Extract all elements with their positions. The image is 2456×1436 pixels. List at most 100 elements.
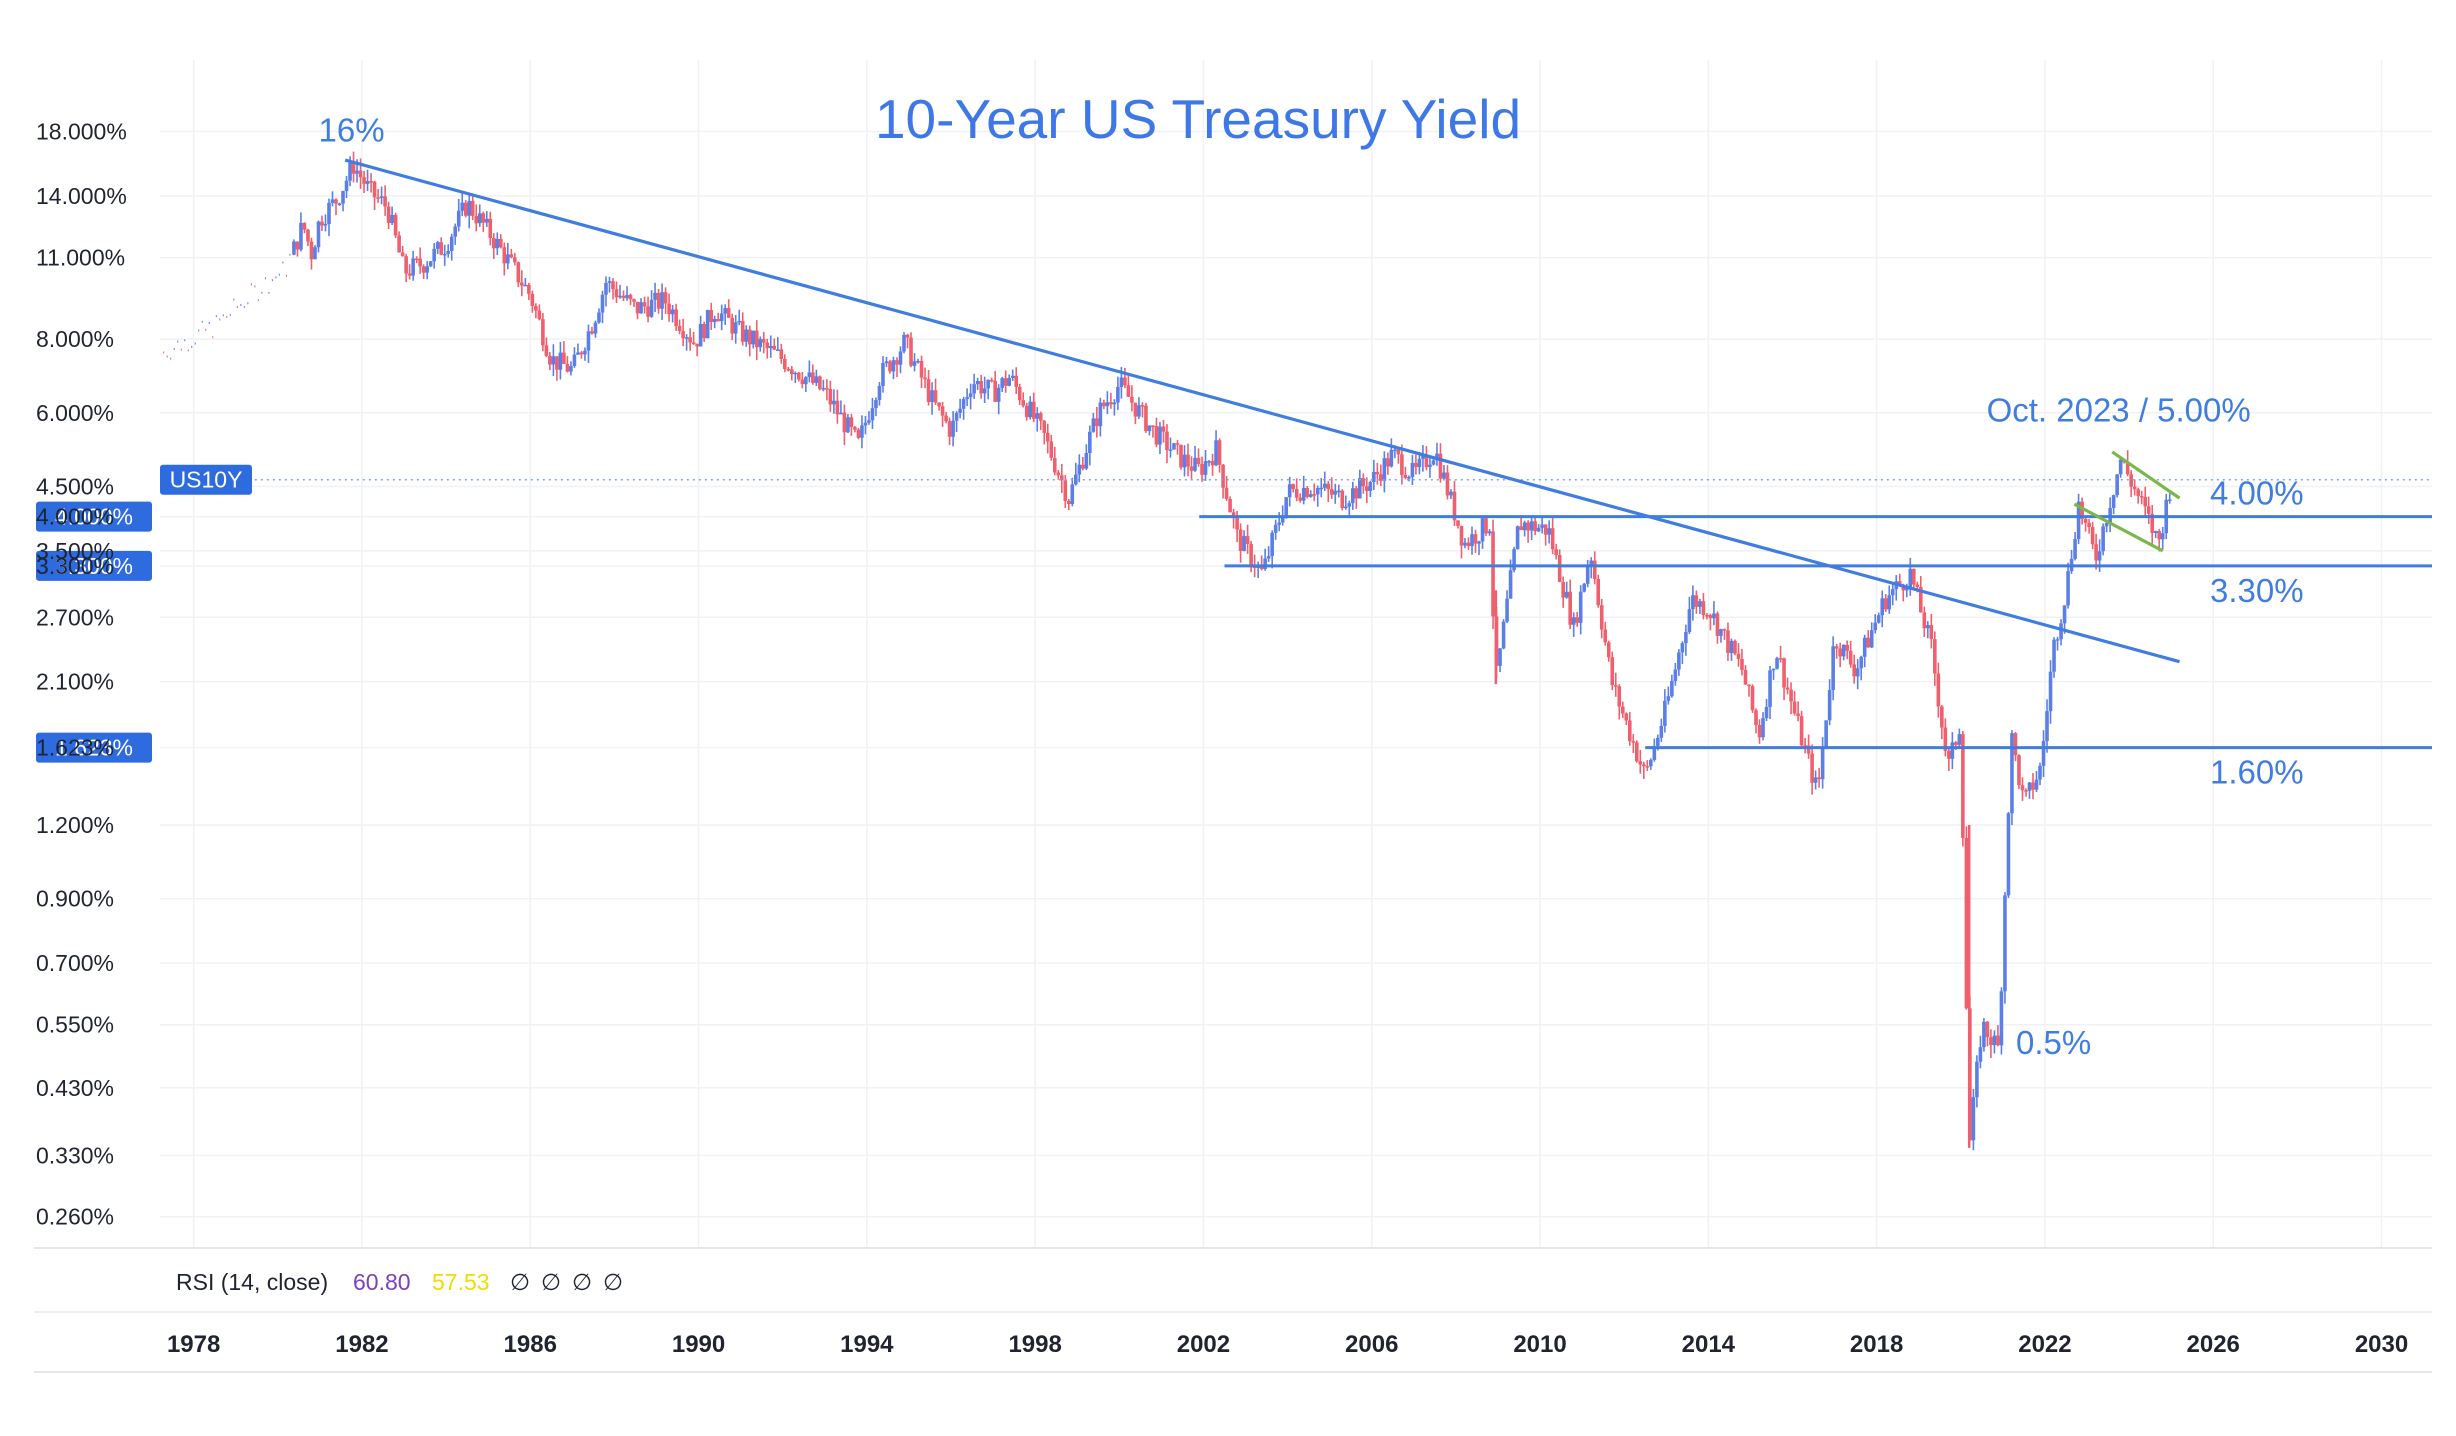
x-axis: 1978 1982 1986 1990 1994 1998 2002 2006 2010 2014…: [167, 1331, 2408, 1358]
candle-body: [502, 247, 507, 264]
candle: [302, 222, 307, 234]
candle-body: [790, 369, 794, 375]
candle: [1382, 451, 1387, 493]
candle-body: [979, 381, 983, 394]
candle: [961, 396, 966, 420]
candle-body: [1119, 377, 1124, 387]
candle-body: [1592, 560, 1597, 579]
candle: [1301, 475, 1306, 505]
candle: [709, 302, 713, 330]
candle: [1782, 657, 1786, 701]
candle-body: [1701, 601, 1706, 616]
candle: [611, 278, 615, 300]
candle: [705, 309, 710, 339]
candle: [1866, 630, 1871, 648]
candle: [2059, 619, 2063, 646]
candle-body: [853, 427, 857, 430]
candle: [818, 375, 822, 391]
candle-body: [895, 360, 899, 365]
candle-body: [2055, 639, 2060, 641]
candle: [1077, 454, 1082, 483]
candle: [1456, 520, 1460, 529]
candle: [1379, 464, 1383, 487]
candle-body: [1158, 426, 1162, 445]
candle-body: [684, 337, 689, 339]
candle: [1140, 402, 1145, 418]
candle: [832, 389, 836, 414]
candle-body: [1561, 582, 1565, 598]
candle: [765, 338, 770, 359]
candle-body: [1954, 742, 1958, 745]
candle-body: [1750, 686, 1755, 711]
candle: [954, 411, 959, 432]
candle: [2108, 497, 2112, 533]
candle: [800, 371, 805, 389]
candle: [1852, 654, 1856, 684]
candle: [2136, 487, 2140, 504]
candle: [1869, 622, 1874, 649]
candle-body: [295, 241, 300, 250]
candle: [397, 231, 401, 253]
candle: [537, 304, 542, 321]
candle-body: [1319, 487, 1324, 490]
candle-body: [1235, 517, 1239, 530]
candle-body: [2153, 531, 2158, 533]
candle-body: [1512, 549, 1516, 571]
candle: [821, 379, 826, 392]
candle: [625, 286, 629, 301]
candle-body: [695, 343, 699, 347]
candle-body: [1414, 462, 1418, 468]
candle-body: [1582, 583, 1587, 592]
candle: [456, 198, 461, 232]
candle-body: [691, 342, 696, 344]
candle: [1919, 575, 1923, 613]
candle: [1645, 760, 1650, 772]
candle-body: [1059, 475, 1064, 481]
candle: [993, 370, 997, 403]
candle: [1564, 581, 1569, 599]
candle: [1175, 440, 1180, 455]
candle-body: [348, 162, 352, 181]
candle: [1964, 826, 1969, 1010]
candle-body: [379, 196, 384, 198]
candle-body: [2080, 501, 2084, 519]
candle-body: [1736, 653, 1741, 659]
candle-body: [1452, 491, 1457, 521]
candle-body: [2059, 623, 2063, 640]
candle-body: [825, 388, 829, 390]
candle-body: [740, 320, 745, 342]
candle: [1992, 1030, 1997, 1054]
candle-body: [1845, 644, 1849, 651]
candle: [1575, 611, 1579, 627]
candle-body: [1466, 542, 1471, 547]
candle: [1109, 392, 1113, 409]
y-tick-label: 4.000%: [36, 504, 114, 530]
trendline-channel-bottom: [2073, 502, 2164, 553]
candle-body: [1000, 378, 1004, 388]
candle-body: [1936, 673, 1941, 707]
candle-body: [1575, 617, 1579, 623]
candle: [1768, 665, 1772, 720]
candle: [1757, 719, 1762, 744]
candle-body: [520, 282, 524, 286]
candle: [1480, 516, 1485, 549]
candle-body: [527, 284, 531, 294]
candle-body: [418, 258, 422, 267]
candle-body: [649, 299, 654, 317]
candle: [2003, 892, 2007, 1004]
candle: [730, 313, 735, 341]
candle-body: [1743, 669, 1748, 685]
candle: [1596, 574, 1601, 608]
chart-title: 10-Year US Treasury Yield: [875, 88, 1521, 150]
y-tick-label: 1.200%: [36, 812, 114, 838]
candle: [1501, 619, 1506, 650]
candle-body: [1270, 532, 1274, 557]
candle: [772, 338, 777, 351]
candle: [1831, 636, 1835, 701]
candle: [1754, 708, 1758, 734]
candle-body: [1940, 706, 1944, 728]
candle: [607, 276, 612, 293]
candle: [1147, 425, 1152, 436]
candle: [1810, 744, 1814, 795]
candle-body: [1449, 491, 1453, 496]
